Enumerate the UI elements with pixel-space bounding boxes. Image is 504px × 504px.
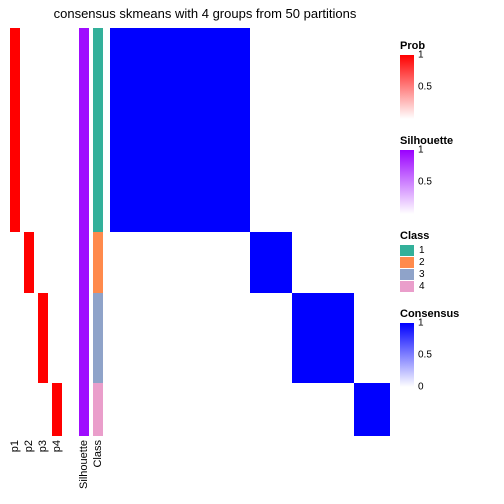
- legend-tick: 0.5: [418, 350, 432, 361]
- legend-item-label: 4: [419, 281, 425, 292]
- consensus-heatmap: [110, 28, 390, 436]
- heatmap-block: [354, 383, 390, 436]
- ann-col-Silhouette: [79, 28, 89, 436]
- legend-gradient-bar: [400, 55, 414, 119]
- legend-item-label: 2: [419, 257, 425, 268]
- legend-gradient-bar: [400, 323, 414, 387]
- legend-tick: 0: [418, 382, 424, 393]
- legend-tick: 1: [418, 318, 424, 329]
- col-label-Silhouette: Silhouette: [78, 440, 90, 489]
- plot-area: [10, 28, 390, 436]
- plot-title: consensus skmeans with 4 groups from 50 …: [10, 0, 400, 21]
- legend-title: Silhouette: [400, 135, 500, 147]
- legend-title: Consensus: [400, 308, 500, 320]
- col-label-p2: p2: [23, 440, 35, 452]
- legend-class: Class 1234: [400, 230, 500, 292]
- legend-consensus: Consensus10.50: [400, 308, 500, 387]
- col-label-p3: p3: [37, 440, 49, 452]
- heatmap-block: [250, 232, 292, 293]
- legend-item: 3: [400, 269, 500, 280]
- legend-tick: 1: [418, 50, 424, 61]
- legend-item: 4: [400, 281, 500, 292]
- legend-prob: Prob1 0.5: [400, 40, 500, 119]
- legend-item-label: 3: [419, 269, 425, 280]
- legend-swatch: [400, 245, 414, 256]
- legend-item-label: 1: [419, 245, 425, 256]
- ann-col-p2: [24, 28, 34, 436]
- ann-col-Class: [93, 28, 103, 436]
- legend-title: Class: [400, 230, 500, 242]
- col-label-p4: p4: [51, 440, 63, 452]
- col-label-p1: p1: [9, 440, 21, 452]
- legend-swatch: [400, 269, 414, 280]
- legend-item: 1: [400, 245, 500, 256]
- legend-item: 2: [400, 257, 500, 268]
- col-label-Class: Class: [92, 440, 104, 468]
- legends: Prob10.5Silhouette10.5Class1234Consensus…: [400, 40, 500, 403]
- ann-col-p3: [38, 28, 48, 436]
- ann-col-p1: [10, 28, 20, 436]
- legend-silhouette: Silhouette1 0.5: [400, 135, 500, 214]
- heatmap-block: [292, 293, 354, 383]
- legend-swatch: [400, 257, 414, 268]
- legend-tick: 1: [418, 145, 424, 156]
- legend-title: Prob: [400, 40, 500, 52]
- legend-swatch: [400, 281, 414, 292]
- ann-col-p4: [52, 28, 62, 436]
- heatmap-block: [110, 28, 250, 232]
- legend-tick: 0.5: [418, 177, 432, 188]
- legend-gradient-bar: [400, 150, 414, 214]
- legend-tick: 0.5: [418, 82, 432, 93]
- column-labels: p1p2p3p4 SilhouetteClass: [10, 440, 110, 500]
